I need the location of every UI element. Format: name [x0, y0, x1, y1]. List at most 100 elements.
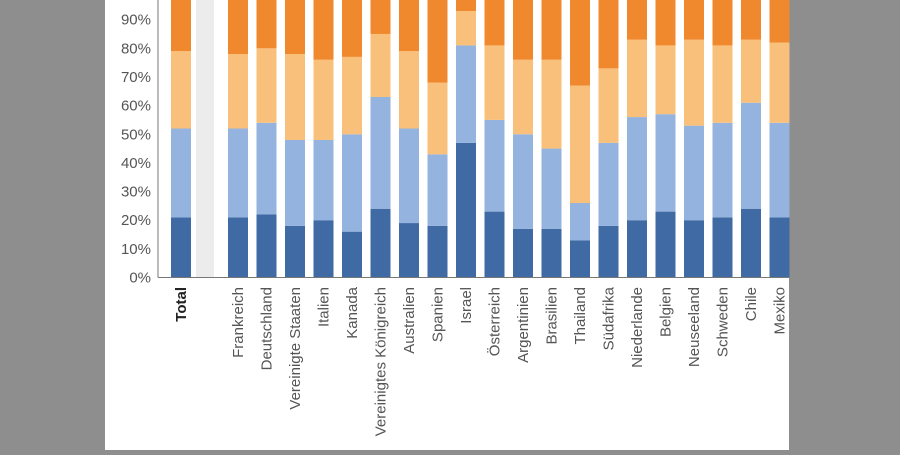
bar-segment-3-2	[256, 48, 277, 123]
x-tick-label: Vereinigte Staaten	[287, 287, 304, 410]
bar-segment-3-0	[171, 51, 191, 129]
x-tick-label: Argentinien	[515, 287, 532, 363]
bar-segment-3-8	[427, 82, 448, 155]
bar-segment-2-4	[313, 139, 334, 221]
x-tick-label: Chile	[743, 287, 760, 321]
total-band	[196, 0, 214, 278]
bar-segment-3-11	[513, 59, 533, 135]
bar-segment-2-8	[427, 154, 448, 226]
bar-segment-1-15	[627, 220, 647, 278]
bar-segment-4-4	[313, 0, 334, 60]
bar-segment-3-9	[456, 11, 476, 46]
bar-segment-1-12	[541, 228, 562, 278]
bar-segment-2-1	[228, 128, 248, 218]
bar-segment-1-16	[655, 211, 676, 278]
bar-segment-4-0	[171, 0, 191, 52]
x-tick-label: Italien	[316, 287, 333, 327]
x-tick-label: Belgien	[658, 287, 675, 337]
bar-segment-4-17	[684, 0, 704, 40]
bar-segment-1-18	[712, 217, 733, 278]
x-tick-label: Schweden	[715, 287, 732, 357]
bar-segment-1-11	[513, 228, 533, 278]
bar-segment-1-9	[456, 142, 476, 278]
bar-segment-3-4	[313, 59, 334, 140]
bar-segment-3-15	[627, 39, 647, 118]
bar-segment-2-17	[684, 125, 704, 221]
bar-segment-2-5	[342, 134, 362, 232]
y-tick-label: 80%	[121, 40, 151, 57]
bar-segment-1-6	[370, 208, 391, 278]
bar-segment-4-5	[342, 0, 362, 57]
y-tick-label: 20%	[121, 212, 151, 229]
bar-segment-4-19	[741, 0, 761, 40]
bar-segment-1-1	[228, 217, 248, 278]
x-tick-label: Südafrika	[601, 286, 618, 350]
bar-segment-4-8	[427, 0, 448, 83]
x-tick-label: Israel	[458, 287, 475, 324]
bar-segment-4-11	[513, 0, 533, 60]
bar-segment-3-20	[769, 42, 790, 123]
bar-segment-4-10	[484, 0, 505, 46]
bar-segment-2-7	[399, 128, 419, 224]
y-tick-label: 10%	[121, 241, 151, 258]
x-tick-label: Australien	[401, 287, 418, 354]
y-tick-label: 30%	[121, 184, 151, 201]
bar-segment-2-13	[570, 203, 590, 241]
bar-segment-4-15	[627, 0, 647, 40]
x-tick-label: Deutschland	[259, 287, 276, 370]
y-tick-label: 40%	[121, 155, 151, 172]
bar-segment-3-6	[370, 33, 391, 98]
bar-segment-3-5	[342, 56, 362, 135]
x-tick-label: Frankreich	[230, 287, 247, 358]
bar-segment-4-16	[655, 0, 676, 46]
bar-segment-1-7	[399, 223, 419, 278]
x-tick-label: Kanada	[344, 286, 361, 338]
bar-segment-3-14	[598, 68, 619, 143]
bar-segment-3-7	[399, 51, 419, 129]
bar-segment-1-14	[598, 225, 619, 278]
bar-segment-2-10	[484, 119, 505, 212]
bar-segment-4-20	[769, 0, 790, 43]
bar-segment-1-0	[171, 217, 191, 278]
bar-segment-1-20	[769, 217, 790, 278]
bar-segment-3-13	[570, 85, 590, 204]
bar-segment-1-19	[741, 208, 761, 278]
x-tick-label: Mexiko	[772, 287, 789, 335]
bar-segment-2-16	[655, 114, 676, 212]
bar-segment-2-12	[541, 148, 562, 229]
bar-segment-3-17	[684, 39, 704, 126]
bar-segment-3-1	[228, 54, 248, 129]
bar-segment-1-2	[256, 214, 277, 278]
bar-segment-2-15	[627, 117, 647, 221]
y-tick-label: 90%	[121, 12, 151, 29]
bar-segment-4-6	[370, 0, 391, 34]
bar-segment-4-18	[712, 0, 733, 46]
y-tick-label: 0%	[129, 270, 151, 287]
bar-segment-2-6	[370, 97, 391, 209]
bar-segment-3-3	[285, 54, 305, 140]
bar-segment-2-0	[171, 128, 191, 218]
bar-segment-1-4	[313, 220, 334, 278]
x-tick-label: Thailand	[572, 287, 589, 345]
bar-segment-3-10	[484, 45, 505, 120]
x-tick-label: Österreich	[486, 287, 504, 356]
bar-segment-1-8	[427, 225, 448, 278]
y-tick-label: 60%	[121, 98, 151, 115]
bar-segment-4-9	[456, 0, 476, 12]
bar-segment-2-11	[513, 134, 533, 229]
bar-segment-2-19	[741, 102, 761, 209]
bar-segment-2-2	[256, 122, 277, 215]
y-tick-label: 50%	[121, 126, 151, 143]
bar-segment-3-16	[655, 45, 676, 115]
y-tick-label: 70%	[121, 69, 151, 86]
bar-segment-4-13	[570, 0, 590, 86]
bar-segment-3-12	[541, 59, 562, 149]
bar-segment-2-18	[712, 122, 733, 218]
x-tick-label: Neuseeland	[686, 287, 703, 367]
bar-segment-1-17	[684, 220, 704, 278]
bar-segment-4-2	[256, 0, 277, 49]
bar-segment-2-14	[598, 142, 619, 226]
bar-segment-1-3	[285, 225, 305, 278]
